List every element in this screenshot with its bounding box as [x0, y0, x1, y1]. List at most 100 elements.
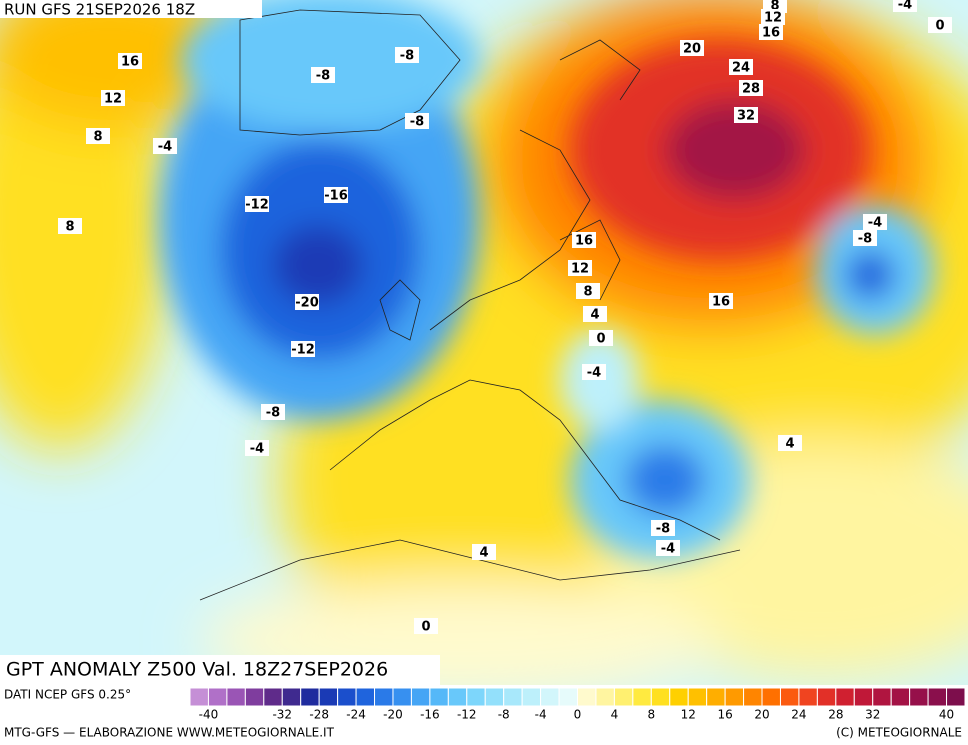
contour-label-bg: [853, 230, 877, 246]
contour-label: -8: [405, 113, 429, 130]
contour-label-bg: [311, 67, 335, 83]
colorbar-box: [706, 687, 726, 707]
colorbar-box: [650, 687, 671, 707]
contour-label-bg: [656, 540, 680, 556]
contour-label-bg: [291, 341, 315, 357]
colorbar-box: [835, 687, 855, 707]
contour-label-text: 4: [590, 308, 599, 323]
colorbar-box: [687, 687, 708, 707]
colorbar-box: [447, 687, 468, 707]
contour-label: 12: [761, 9, 785, 26]
contour-label-text: 32: [737, 109, 755, 124]
colorbar-box: [466, 687, 486, 707]
contour-label-bg: [405, 113, 429, 129]
contour-label-text: 0: [421, 620, 430, 635]
contour-label: -16: [324, 187, 348, 204]
colorbar-tick-label: -4: [535, 708, 547, 722]
contour-label-text: -8: [400, 49, 414, 64]
colorbar-box: [853, 687, 874, 707]
contour-label: 8: [576, 283, 600, 300]
contour-label: -4: [893, 0, 917, 13]
colorbar-box: [595, 687, 615, 707]
colorbar-tick-label: 32: [865, 708, 880, 722]
contour-label-text: 8: [583, 285, 592, 300]
colorbar-tick-label: -32: [272, 708, 292, 722]
contour-label: 0: [928, 17, 952, 34]
colorbar-box: [540, 687, 560, 707]
colorbar-box: [484, 687, 505, 707]
colorbar-box: [226, 687, 246, 707]
contour-label-bg: [324, 187, 348, 203]
run-label: RUN GFS 21SEP2026 18Z: [4, 1, 195, 19]
colorbar-tick-label: -8: [498, 708, 510, 722]
colorbar-box: [946, 687, 966, 707]
contour-label: -4: [153, 138, 177, 155]
contour-label: 28: [739, 80, 763, 97]
contour-label-bg: [261, 404, 285, 420]
colorbar-box: [374, 687, 394, 707]
colorbar-tick-label: 0: [574, 708, 582, 722]
footer-left: MTG-GFS — ELABORAZIONE WWW.METEOGIORNALE…: [4, 726, 335, 740]
contour-label-text: 16: [575, 234, 593, 249]
contour-label: -8: [651, 520, 675, 537]
contour-label: -20: [295, 294, 319, 311]
contour-label-bg: [583, 306, 607, 322]
contour-label: -12: [291, 341, 315, 358]
contour-label-text: -8: [858, 232, 872, 247]
contour-label-text: -4: [868, 216, 882, 231]
colorbar-box: [558, 687, 578, 707]
contour-label-bg: [893, 0, 917, 12]
contour-label: 8: [86, 128, 110, 145]
colorbar-box: [300, 687, 320, 707]
colorbar-tick-label: 40: [939, 708, 954, 722]
contour-label-bg: [414, 618, 438, 634]
map-title: GPT ANOMALY Z500 Val. 18Z27SEP2026: [6, 659, 388, 681]
contour-label-bg: [778, 435, 802, 451]
contour-label-text: 16: [121, 55, 139, 70]
colorbar-box: [779, 687, 800, 707]
contour-label-bg: [245, 196, 269, 212]
contour-label: -4: [245, 440, 269, 457]
colorbar-tick-label: -12: [457, 708, 477, 722]
colorbar-box: [521, 687, 542, 707]
footer-right: (C) METEOGIORNALE: [836, 726, 962, 740]
contour-label-text: 8: [65, 220, 74, 235]
anomaly-field: [0, 0, 968, 700]
contour-label-bg: [101, 90, 125, 106]
colorbar-box: [761, 687, 781, 707]
contour-label-text: -12: [245, 198, 269, 213]
contour-label-text: 12: [104, 92, 122, 107]
contour-label: -4: [863, 214, 887, 231]
colorbar-box: [263, 687, 283, 707]
contour-labels: 16128-48-8-8-8-16-12-20-12-8-48121620242…: [58, 0, 952, 635]
colorbar-box: [281, 687, 302, 707]
contour-label-bg: [86, 128, 110, 144]
source-label: DATI NCEP GFS 0.25°: [4, 688, 131, 702]
contour-label: -8: [395, 47, 419, 64]
contour-label-text: -12: [291, 343, 315, 358]
contour-label: 12: [568, 260, 592, 277]
contour-label-text: 28: [742, 82, 760, 97]
colorbar-box: [577, 687, 597, 707]
contour-label-bg: [761, 9, 785, 25]
colorbar-tick-label: -20: [383, 708, 403, 722]
contour-label-bg: [572, 232, 596, 248]
contour-label-bg: [759, 24, 783, 40]
contour-label-text: -16: [324, 189, 348, 204]
contour-label-bg: [729, 59, 753, 75]
colorbar-box: [890, 687, 911, 707]
contour-label-text: 20: [683, 42, 701, 57]
contour-label-text: -8: [656, 522, 670, 537]
contour-label-bg: [734, 107, 758, 123]
contour-label: -12: [245, 196, 269, 213]
contour-label-bg: [295, 294, 319, 310]
contour-label-bg: [928, 17, 952, 33]
contour-label: 4: [472, 544, 496, 561]
contour-label-bg: [58, 218, 82, 234]
contour-label-bg: [582, 364, 606, 380]
colorbar-tick-label: -28: [309, 708, 329, 722]
contour-label: -8: [853, 230, 877, 247]
colorbar-tick-label: 12: [681, 708, 696, 722]
